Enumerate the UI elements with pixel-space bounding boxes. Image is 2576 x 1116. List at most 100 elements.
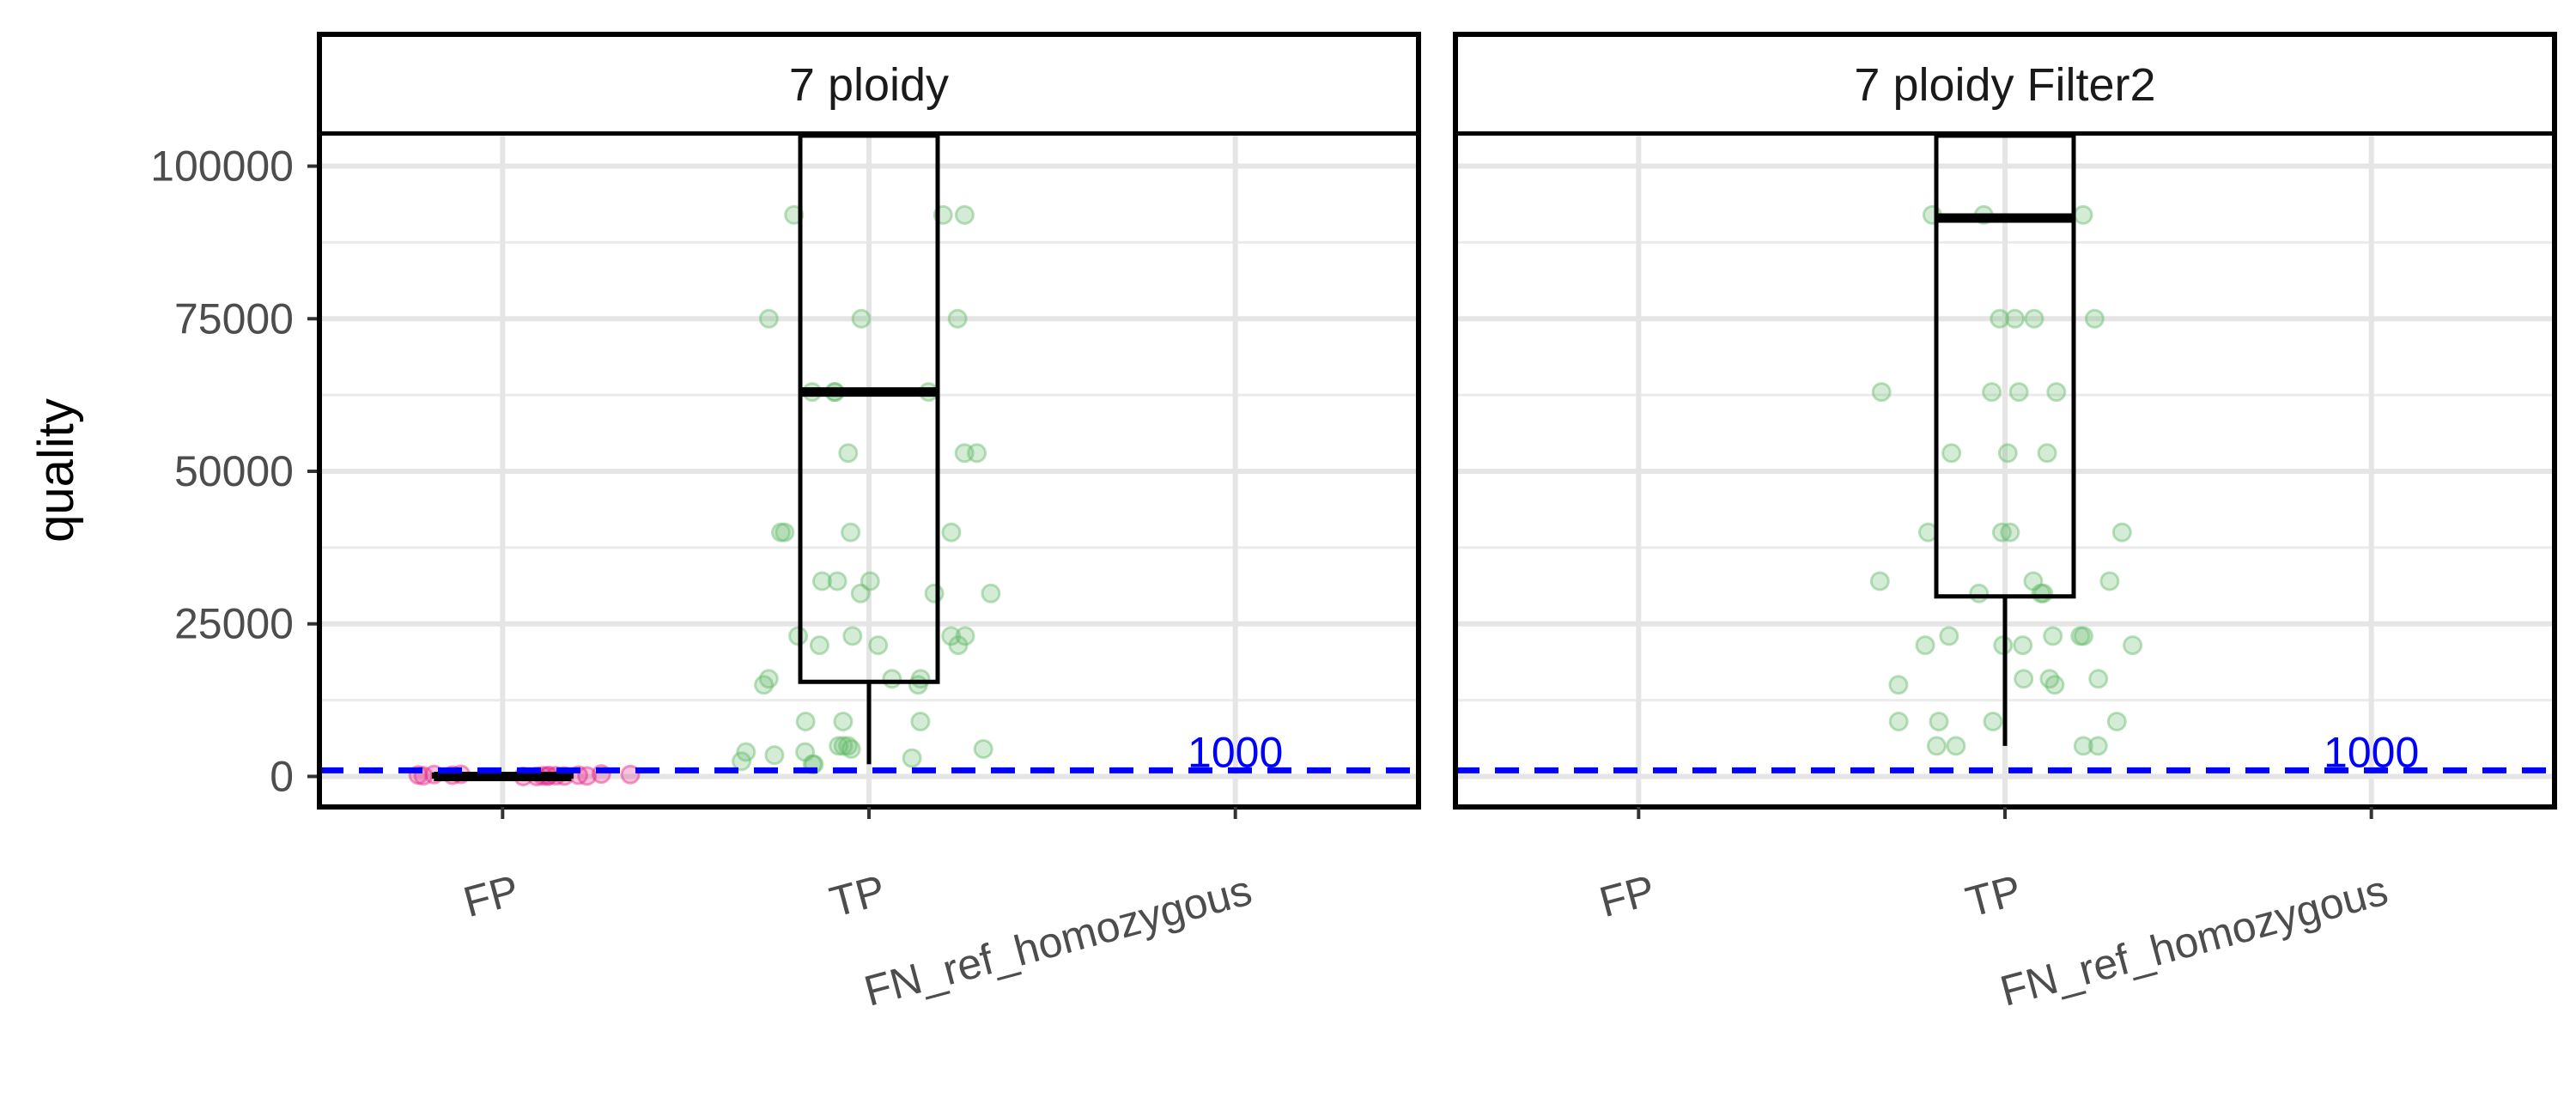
data-point-tp <box>902 748 922 768</box>
data-point-tp <box>1888 675 1909 695</box>
data-point-tp <box>973 739 993 759</box>
data-point-tp <box>841 522 861 543</box>
data-point-tp <box>2073 626 2093 646</box>
data-point-tp <box>910 712 931 731</box>
data-point-tp <box>758 308 779 329</box>
data-point-tp <box>967 443 987 464</box>
data-point-tp <box>754 675 775 695</box>
data-point-tp <box>827 571 848 591</box>
data-point-tp <box>736 742 756 762</box>
data-point-tp <box>838 736 858 756</box>
data-point-tp <box>809 635 829 656</box>
data-point-tp <box>2039 669 2060 689</box>
y-tick-label: 0 <box>270 752 294 800</box>
data-point-tp <box>833 736 854 756</box>
data-point-tp <box>2099 571 2120 591</box>
data-point-tp <box>2070 626 2091 646</box>
data-point-tp <box>1869 571 1890 591</box>
data-point-tp <box>2123 635 2143 656</box>
data-point-tp <box>1990 308 2010 329</box>
data-point-tp <box>764 745 785 766</box>
data-point-tp <box>2084 308 2105 329</box>
data-point-tp <box>833 712 854 731</box>
data-point-tp <box>1888 712 1909 731</box>
data-point-tp <box>860 571 880 591</box>
data-point-tp <box>1997 443 2018 464</box>
data-point-tp <box>1946 736 1966 756</box>
data-point-tp <box>947 308 968 329</box>
y-axis-title: quality <box>28 398 84 543</box>
data-point-tp <box>1991 522 2012 543</box>
data-point-tp <box>955 626 975 646</box>
facet-title: 7 ploidy <box>789 59 949 111</box>
data-point-tp <box>948 635 969 656</box>
data-point-tp <box>2046 382 2067 403</box>
data-point-tp <box>2023 571 2044 591</box>
data-point-tp <box>2088 669 2109 689</box>
data-point-tp <box>981 583 1001 603</box>
data-point-tp <box>2005 308 2025 329</box>
data-point-tp <box>2008 382 2029 403</box>
data-point-tp <box>954 204 975 225</box>
data-point-tp <box>758 669 779 689</box>
box-iqr <box>798 133 940 684</box>
x-tick-label: FN_ref_homozygous <box>1996 866 2393 1016</box>
data-point-tp <box>775 522 795 543</box>
data-point-tp <box>811 571 832 591</box>
threshold-label: 1000 <box>1188 728 1283 776</box>
data-point-tp <box>1983 712 2003 731</box>
data-point-tp <box>2044 675 2065 695</box>
facet-strip <box>317 32 1421 136</box>
data-point-tp <box>2087 736 2108 756</box>
data-point-tp <box>2043 626 2063 646</box>
data-point-tp <box>795 712 816 731</box>
box-iqr <box>1934 133 2076 599</box>
y-tick-label: 100000 <box>150 143 294 191</box>
data-point-tp <box>2073 736 2093 756</box>
data-point-tp <box>941 626 962 646</box>
x-tick-label: FP <box>459 866 524 927</box>
data-point-tp <box>838 443 859 464</box>
data-point-tp <box>2111 522 2132 543</box>
data-point-tp <box>771 522 791 543</box>
data-point-tp <box>1871 382 1892 403</box>
data-point-tp <box>795 742 816 762</box>
data-point-tp <box>851 308 872 329</box>
data-point-tp <box>2106 712 2127 731</box>
data-point-tp <box>2014 669 2034 689</box>
data-point-tp <box>924 583 945 603</box>
data-point-tp <box>908 675 928 695</box>
data-point-tp <box>841 739 861 759</box>
x-tick-label: TP <box>825 866 890 927</box>
data-point-tp <box>732 751 752 772</box>
data-point-fp <box>620 764 641 785</box>
data-point-tp <box>868 635 889 656</box>
data-point-tp <box>2033 583 2054 603</box>
threshold-label: 1000 <box>2324 728 2419 776</box>
data-point-tp <box>1926 736 1947 756</box>
data-point-tp <box>1939 626 1959 646</box>
data-point-tp <box>1969 583 1990 603</box>
x-tick-label: FP <box>1595 866 1660 927</box>
x-tick-label: TP <box>1961 866 2026 927</box>
data-point-fp <box>577 766 598 786</box>
data-point-tp <box>1929 712 1949 731</box>
data-point-tp <box>1915 635 1935 656</box>
facet-title: 7 ploidy Filter2 <box>1854 59 2155 111</box>
data-point-tp <box>1982 382 2002 403</box>
data-point-tp <box>882 669 902 689</box>
y-tick-label: 75000 <box>174 294 294 343</box>
y-tick-label: 25000 <box>174 600 294 648</box>
y-tick-label: 50000 <box>174 447 294 495</box>
data-point-tp <box>1941 443 1962 464</box>
data-point-tp <box>941 522 962 543</box>
data-point-tp <box>2000 522 2020 543</box>
facet-panel: 7 ploidy Filter2 1000 FP TPFN_ref_homozygou… <box>1453 32 2557 1016</box>
data-point-tp <box>954 443 975 464</box>
data-point-tp <box>2024 308 2044 329</box>
data-point-tp <box>2037 443 2057 464</box>
data-point-tp <box>2073 204 2093 225</box>
